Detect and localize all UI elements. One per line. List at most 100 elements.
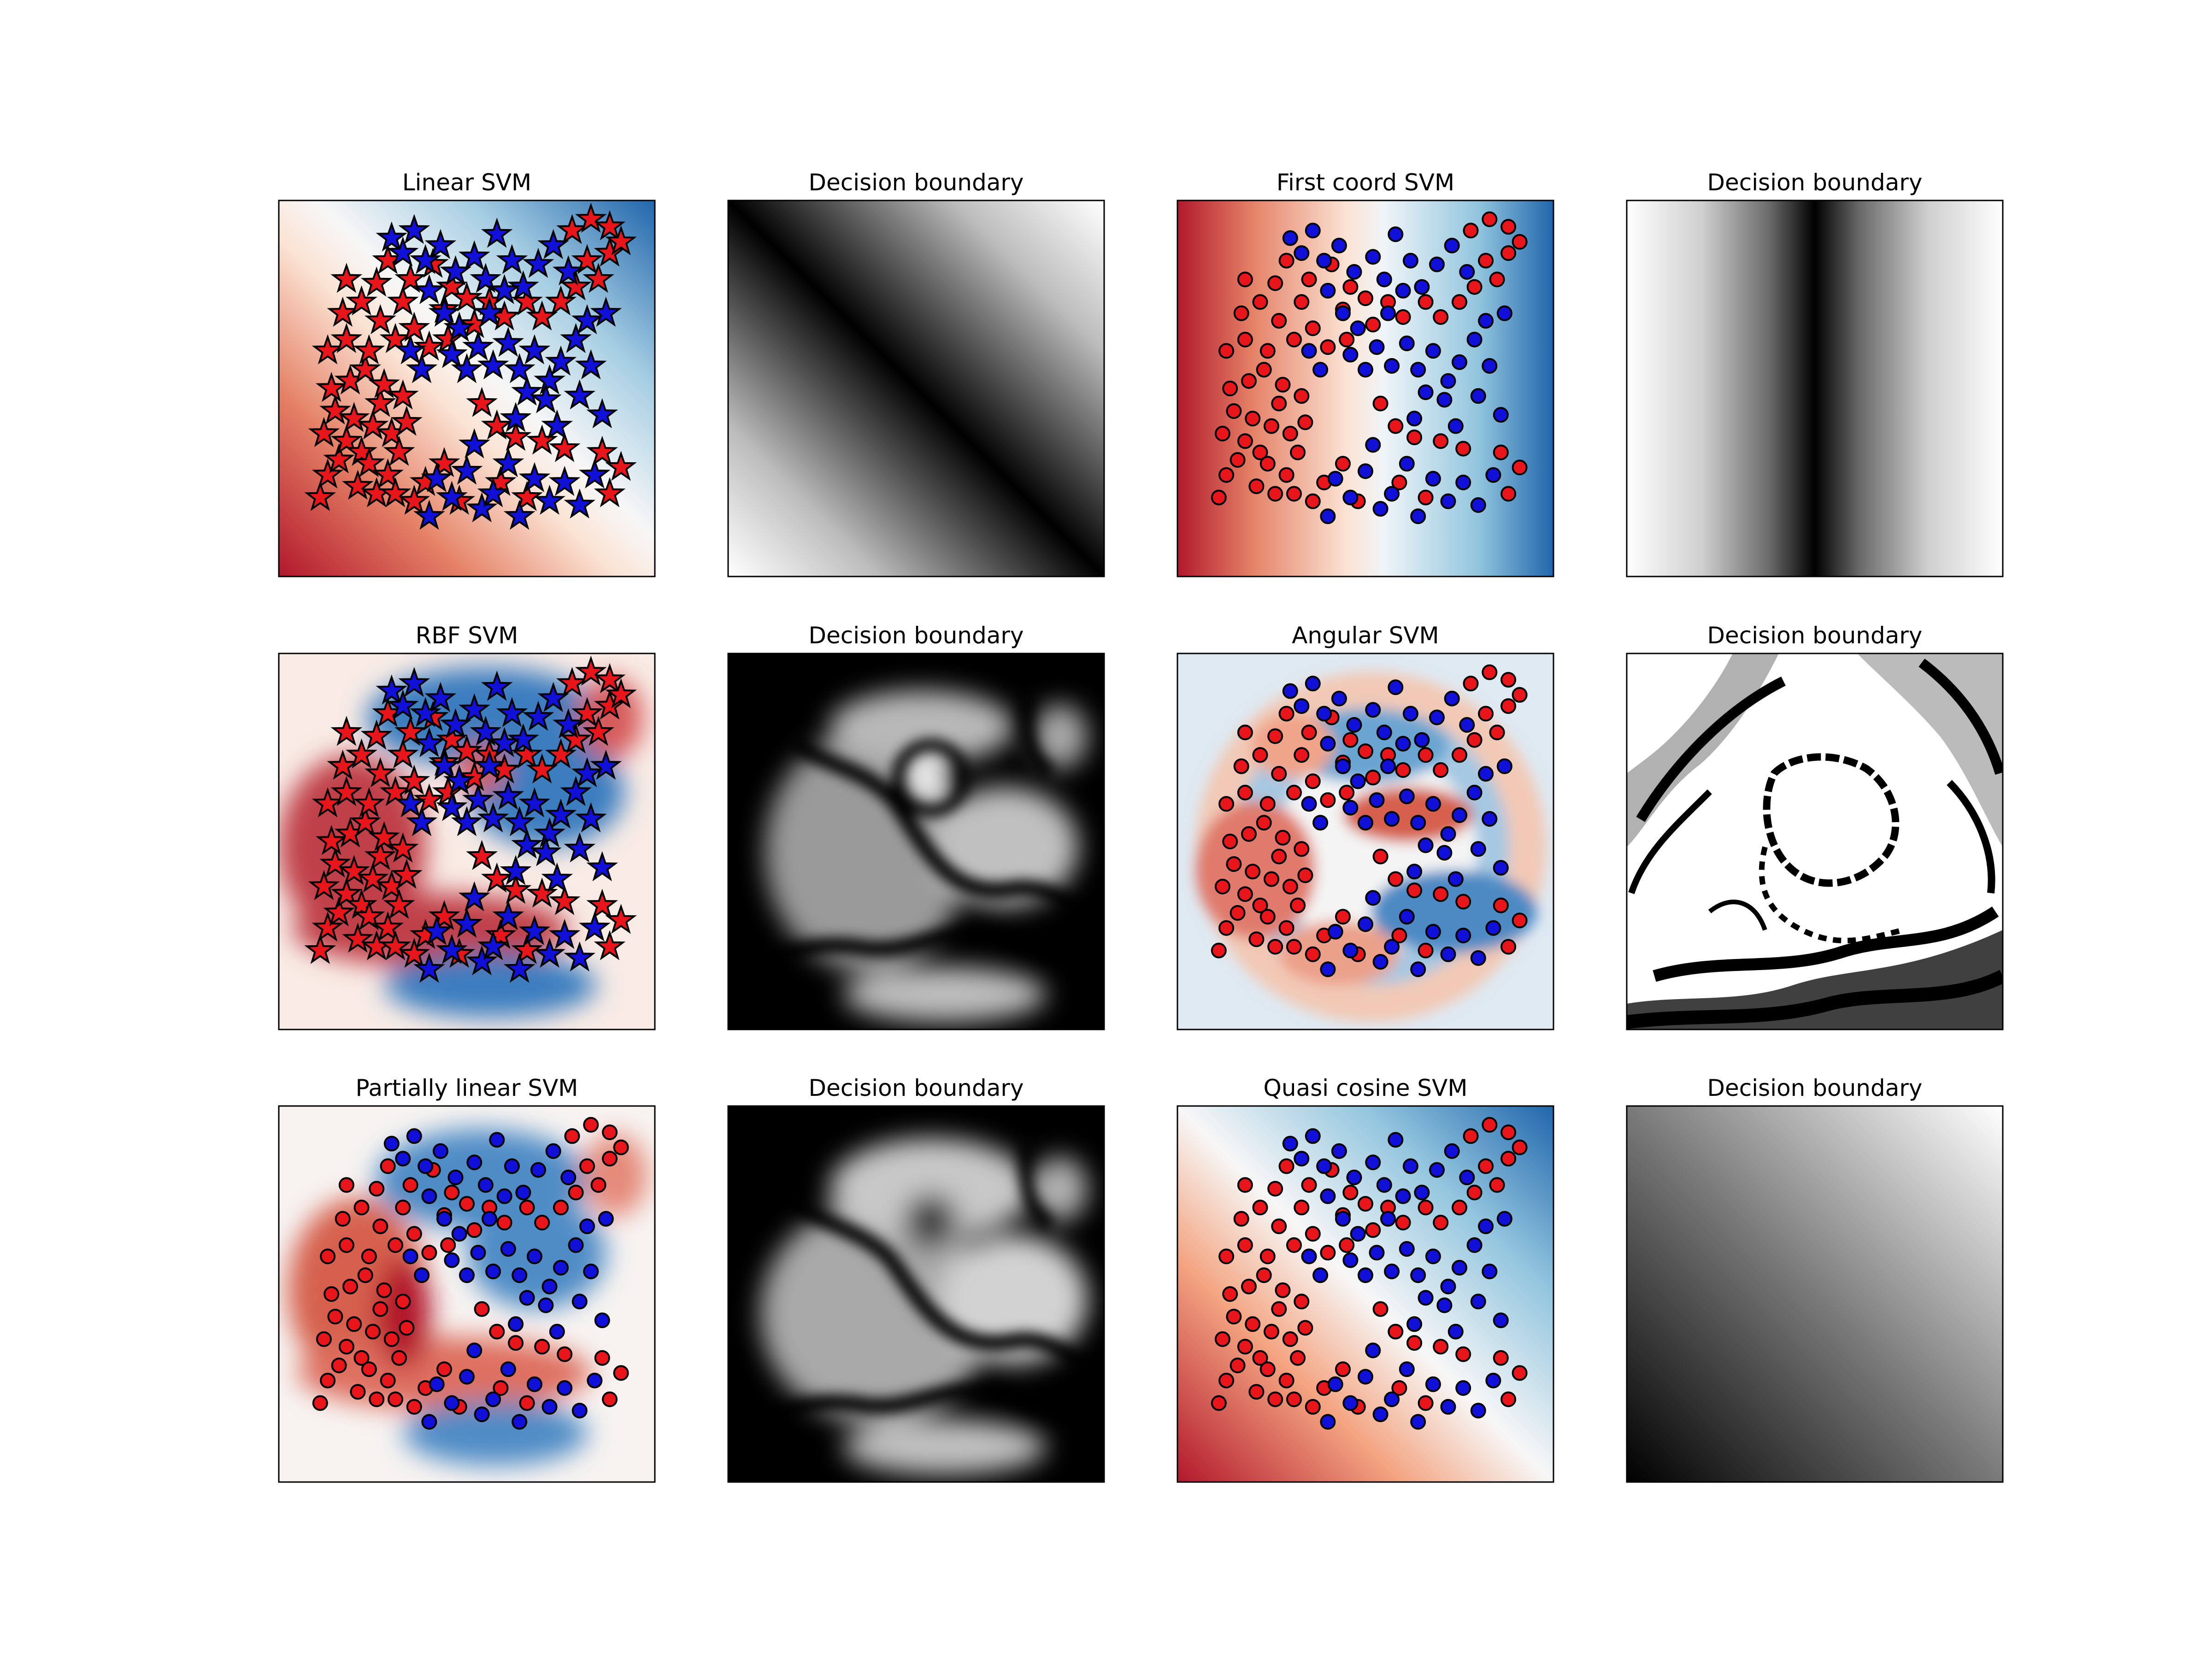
point-blue bbox=[1342, 800, 1359, 816]
point-red bbox=[1248, 478, 1265, 494]
point-blue bbox=[1425, 1376, 1441, 1392]
point-red bbox=[594, 663, 626, 694]
point-red bbox=[1222, 834, 1238, 849]
point-red bbox=[406, 1226, 422, 1242]
point-red bbox=[534, 1339, 550, 1355]
point-red bbox=[388, 1391, 403, 1407]
point-red bbox=[1278, 1372, 1294, 1388]
point-red bbox=[320, 1372, 336, 1388]
point-blue bbox=[568, 1237, 584, 1253]
panel-title: Quasi cosine SVM bbox=[1264, 1075, 1468, 1101]
point-red bbox=[1395, 1215, 1411, 1230]
point-blue bbox=[1316, 253, 1332, 269]
panel-title: Decision boundary bbox=[809, 622, 1024, 649]
point-blue bbox=[459, 240, 490, 271]
point-red bbox=[1267, 728, 1283, 744]
point-red bbox=[1482, 664, 1498, 680]
point-red bbox=[1482, 211, 1498, 227]
point-blue bbox=[451, 907, 483, 938]
point-blue bbox=[1447, 418, 1464, 434]
point-red bbox=[383, 1331, 400, 1347]
point-red bbox=[376, 1282, 392, 1298]
point-red bbox=[1294, 1200, 1310, 1216]
point-blue bbox=[534, 484, 565, 515]
point-blue bbox=[1440, 1399, 1456, 1415]
point-red bbox=[383, 888, 415, 919]
point-red bbox=[1275, 377, 1291, 393]
point-blue bbox=[428, 296, 460, 327]
point-red bbox=[349, 353, 381, 383]
point-red bbox=[372, 1218, 388, 1235]
point-red bbox=[594, 477, 626, 507]
point-blue bbox=[579, 458, 611, 488]
point-red bbox=[519, 1200, 535, 1216]
point-red bbox=[1286, 939, 1302, 955]
point-blue bbox=[459, 1369, 475, 1385]
point-blue bbox=[488, 274, 520, 305]
point-blue bbox=[1312, 1267, 1329, 1283]
point-blue bbox=[1482, 358, 1498, 374]
point-red bbox=[383, 435, 415, 466]
point-red bbox=[1214, 878, 1230, 894]
point-red bbox=[335, 1211, 351, 1227]
point-blue bbox=[534, 817, 565, 847]
point-red bbox=[1211, 489, 1227, 506]
point-red bbox=[548, 885, 581, 915]
point-blue bbox=[594, 1312, 610, 1329]
scatter-points bbox=[1211, 664, 1528, 977]
point-blue bbox=[557, 1380, 573, 1396]
point-red bbox=[1452, 1200, 1467, 1216]
point-red bbox=[1256, 362, 1272, 378]
point-blue bbox=[387, 689, 419, 720]
point-blue bbox=[586, 851, 618, 882]
point-red bbox=[1372, 395, 1388, 412]
point-red bbox=[1305, 1399, 1321, 1415]
point-red bbox=[1290, 897, 1306, 913]
point-blue bbox=[459, 881, 490, 912]
point-red bbox=[330, 424, 363, 455]
axes-frame bbox=[1177, 653, 1554, 1030]
point-blue bbox=[1316, 1158, 1332, 1174]
point-red bbox=[1433, 433, 1449, 449]
point-blue bbox=[477, 349, 509, 380]
point-blue bbox=[1436, 845, 1453, 861]
point-red bbox=[1305, 1226, 1321, 1242]
point-red bbox=[398, 937, 430, 968]
point-red bbox=[571, 697, 603, 727]
point-red bbox=[350, 1384, 366, 1400]
point-blue bbox=[1294, 698, 1310, 714]
point-blue bbox=[1429, 256, 1445, 272]
point-blue bbox=[1365, 890, 1381, 906]
point-red bbox=[1391, 928, 1407, 943]
point-red bbox=[391, 406, 423, 436]
point-red bbox=[1342, 279, 1359, 295]
point-red bbox=[365, 1324, 381, 1340]
point-blue bbox=[1365, 437, 1381, 453]
point-blue bbox=[429, 1376, 445, 1392]
point-red bbox=[1267, 939, 1283, 955]
point-red bbox=[1237, 886, 1253, 902]
point-blue bbox=[504, 1158, 520, 1174]
point-red bbox=[1252, 444, 1268, 460]
point-blue bbox=[443, 765, 475, 795]
point-red bbox=[1500, 939, 1517, 955]
point-blue bbox=[406, 1128, 422, 1144]
point-blue bbox=[409, 244, 441, 274]
point-blue bbox=[436, 481, 468, 511]
point-blue bbox=[451, 353, 483, 383]
point-red bbox=[394, 716, 426, 746]
point-red bbox=[1372, 1301, 1388, 1317]
panel-rbf-boundary: Decision boundary bbox=[727, 622, 1105, 1030]
point-red bbox=[312, 334, 344, 365]
point-blue bbox=[1485, 920, 1501, 936]
point-red bbox=[1512, 687, 1528, 703]
point-red bbox=[1297, 1320, 1313, 1336]
point-blue bbox=[418, 1158, 434, 1174]
point-blue bbox=[492, 327, 524, 357]
point-red bbox=[312, 1395, 328, 1411]
point-red bbox=[1512, 1365, 1528, 1381]
point-blue bbox=[1410, 961, 1426, 977]
point-blue bbox=[538, 1297, 554, 1313]
point-red bbox=[594, 1350, 610, 1366]
point-red bbox=[388, 1237, 403, 1253]
